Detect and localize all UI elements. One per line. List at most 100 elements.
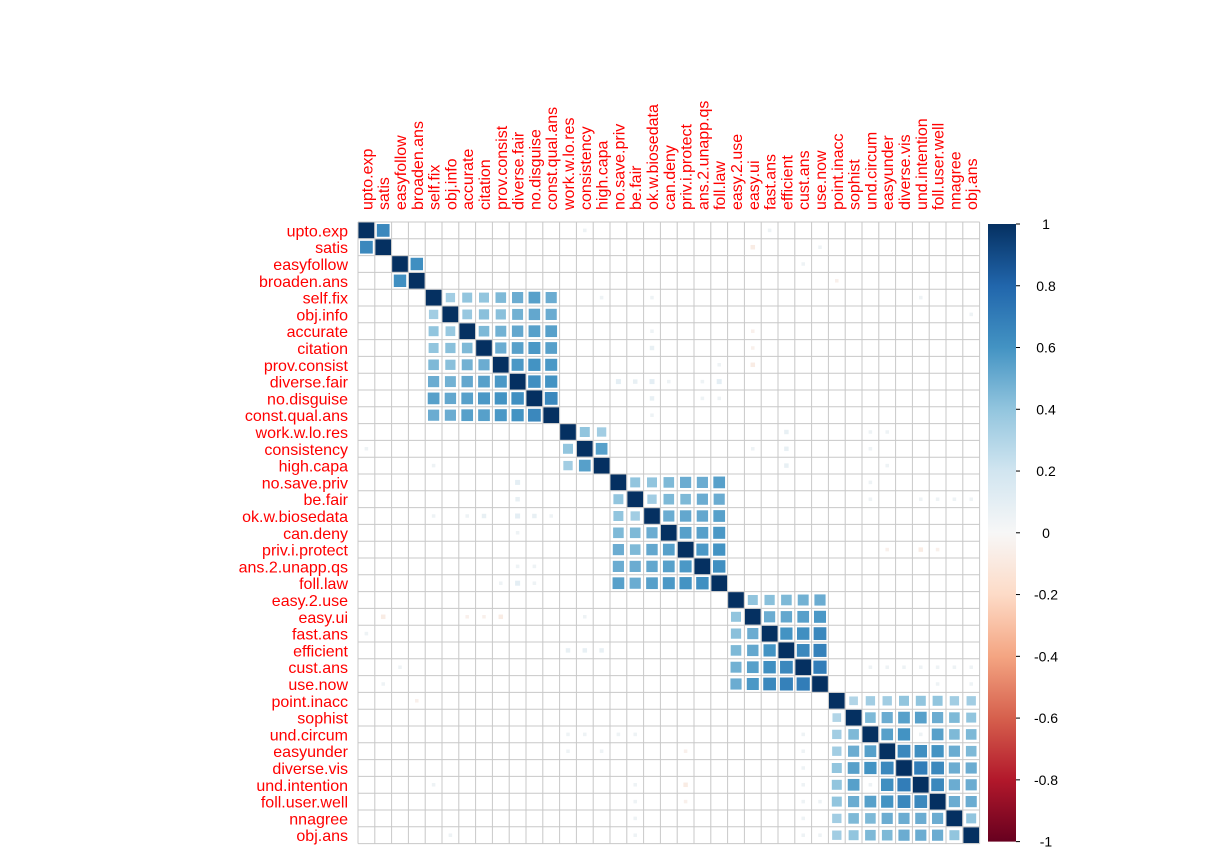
column-label: consistency [578, 126, 595, 210]
corr-cell [633, 799, 637, 804]
column-label: foll.law [712, 161, 729, 210]
corr-cell [881, 795, 894, 808]
corr-cell [946, 810, 963, 827]
corr-cell [751, 329, 755, 333]
corr-cell [663, 510, 675, 522]
row-label: foll.law [299, 576, 348, 593]
row-label: foll.user.well [261, 795, 348, 812]
corr-cell [898, 812, 910, 824]
row-label: prov.consist [264, 358, 349, 375]
corr-cell [918, 547, 924, 552]
column-label: nnagree [947, 151, 964, 210]
colorbar-tick-label: -1 [1040, 834, 1053, 850]
row-label: easy.2.use [272, 593, 348, 610]
corr-cell [696, 510, 709, 522]
corr-cell [848, 796, 860, 808]
corr-cell [797, 610, 810, 623]
corr-cell [583, 615, 587, 619]
corr-cell [848, 729, 859, 740]
corr-cell [410, 257, 424, 271]
corr-cell [549, 514, 553, 518]
column-label: foll.user.well [931, 123, 948, 210]
corr-cell [545, 358, 558, 371]
corr-cell [376, 224, 390, 237]
corr-cell [761, 625, 778, 642]
corr-cell [868, 665, 873, 669]
corr-cell [428, 343, 439, 353]
corr-cell [408, 272, 425, 289]
row-label: easyunder [273, 744, 348, 761]
column-label: obj.info [443, 158, 460, 210]
corr-cell [914, 744, 928, 758]
column-label: obj.ans [964, 158, 981, 210]
column-label: work.w.lo.res [561, 118, 578, 211]
row-label: efficient [293, 643, 348, 660]
corr-cell [801, 783, 805, 787]
corr-cell [848, 745, 860, 757]
corr-cell [966, 696, 976, 706]
corr-cell [563, 443, 573, 454]
corr-cell [650, 295, 654, 300]
corr-cell [644, 508, 660, 524]
corr-cell [445, 292, 456, 303]
corr-cell [528, 341, 541, 355]
corr-cell [885, 547, 889, 552]
corr-cell [868, 480, 873, 485]
corr-cell [431, 514, 436, 518]
corr-cell [931, 761, 944, 775]
corr-cell [919, 295, 923, 300]
corr-cell [667, 379, 671, 384]
row-labels: upto.expsatiseasyfollowbroaden.ansself.f… [239, 223, 349, 845]
corr-cell [683, 799, 688, 804]
corr-cell [633, 732, 637, 737]
column-label: diverse.vis [897, 134, 914, 210]
corr-cell [828, 692, 845, 709]
row-label: easy.ui [298, 610, 348, 627]
corr-cell [364, 631, 369, 636]
corr-cell [779, 677, 793, 691]
corr-cell [696, 543, 709, 556]
corr-cell [898, 829, 910, 841]
corr-cell [864, 745, 877, 758]
corr-cell [579, 427, 590, 437]
corr-cell [935, 682, 940, 686]
corr-cell [865, 829, 876, 841]
corr-cell [796, 644, 810, 657]
corr-cell [932, 812, 944, 824]
colorbar-tick-label: 0.8 [1036, 278, 1056, 294]
corr-cell [897, 728, 911, 741]
corr-cell [425, 289, 442, 306]
column-label: point.inacc [830, 134, 847, 211]
corr-cell [649, 379, 655, 385]
corr-cell [515, 531, 520, 535]
corr-cell [427, 392, 440, 405]
corr-cell [801, 766, 805, 770]
corr-cell [563, 460, 573, 471]
corr-cell [781, 594, 792, 606]
column-label: broaden.ans [410, 121, 427, 210]
corr-cell [696, 576, 709, 590]
corr-cell [615, 379, 621, 385]
corr-cell [931, 728, 944, 741]
corr-cell [610, 474, 627, 491]
corr-cell [680, 476, 692, 488]
corr-cell [662, 577, 675, 590]
row-label: diverse.fair [270, 375, 349, 392]
column-label: satis [376, 177, 393, 210]
row-label: nnagree [289, 811, 348, 828]
corr-cell [662, 560, 675, 573]
corr-cell [948, 779, 960, 791]
corr-cell [935, 665, 940, 669]
corr-cell [494, 392, 507, 405]
corr-cell [818, 799, 822, 804]
corr-cell [680, 493, 691, 505]
corr-cell [595, 442, 608, 455]
corr-cell [461, 409, 474, 422]
corr-cell [879, 743, 896, 760]
corr-cell [393, 274, 407, 288]
corr-cell [612, 544, 624, 556]
corr-cell [963, 827, 980, 844]
row-label: high.capa [279, 459, 348, 476]
corr-cell [935, 497, 940, 501]
